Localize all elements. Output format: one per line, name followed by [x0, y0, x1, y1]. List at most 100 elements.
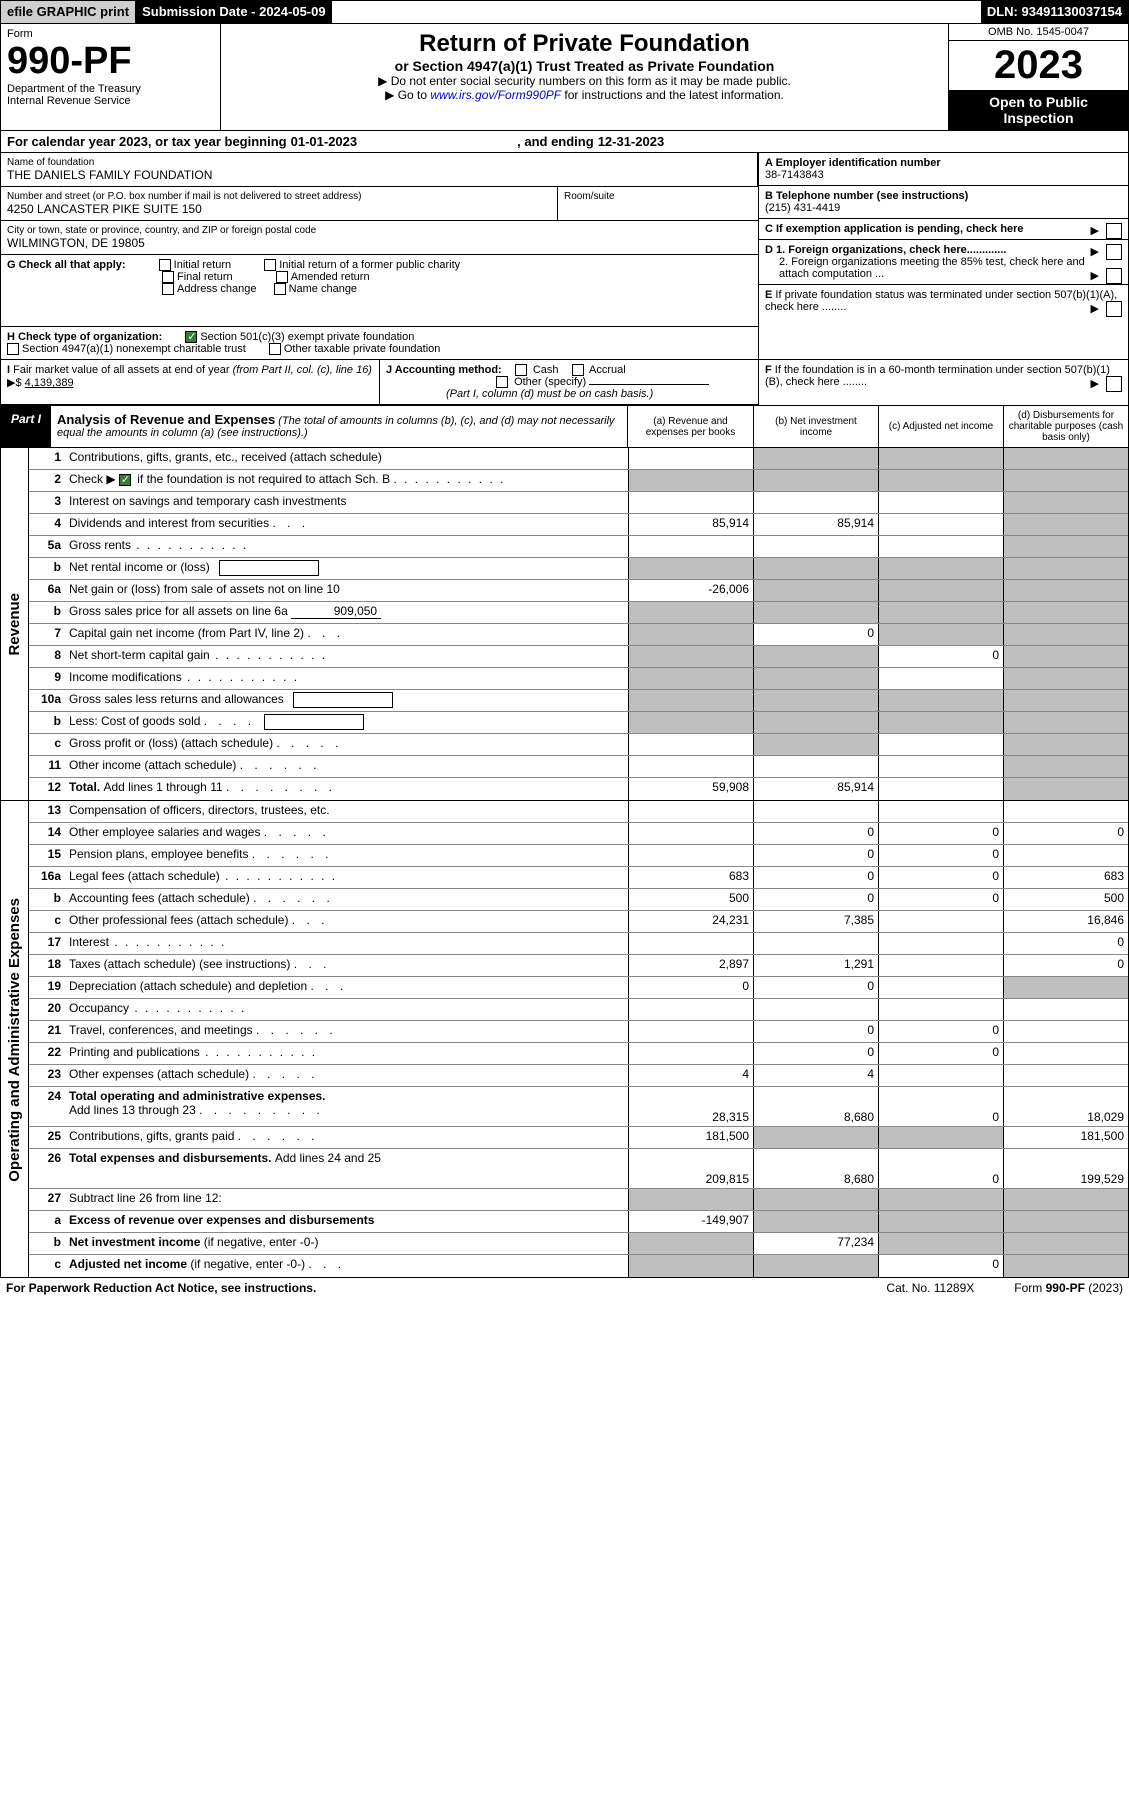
foundation-name: THE DANIELS FAMILY FOUNDATION: [7, 168, 751, 182]
r16c-d: 16,846: [1003, 911, 1128, 932]
link-form990pf[interactable]: www.irs.gov/Form990PF: [430, 88, 561, 102]
desc-7: Capital gain net income (from Part IV, l…: [65, 624, 628, 645]
ln-6b: b: [29, 602, 65, 623]
desc-13: Compensation of officers, directors, tru…: [65, 801, 628, 822]
r16c-a: 24,231: [628, 911, 753, 932]
checkbox-addr-change[interactable]: [162, 283, 174, 295]
checkbox-name-change[interactable]: [274, 283, 286, 295]
c-label: C If exemption application is pending, c…: [765, 223, 1024, 235]
r15-b: 0: [753, 845, 878, 866]
efile-label: efile GRAPHIC print: [1, 1, 136, 23]
j-note: (Part I, column (d) must be on cash basi…: [446, 388, 653, 400]
r21-c: 0: [878, 1021, 1003, 1042]
r23-b: 4: [753, 1065, 878, 1086]
ln-23: 23: [29, 1065, 65, 1086]
checkbox-final[interactable]: [162, 271, 174, 283]
desc-2: Check ▶ if the foundation is not require…: [65, 470, 628, 491]
checkbox-accrual[interactable]: [572, 364, 584, 376]
header-mid: Return of Private Foundation or Section …: [221, 24, 948, 130]
checkbox-cash[interactable]: [515, 364, 527, 376]
desc-1: Contributions, gifts, grants, etc., rece…: [65, 448, 628, 469]
checkbox-d1[interactable]: [1106, 244, 1122, 260]
checkbox-other-method[interactable]: [496, 376, 508, 388]
form-header: Form 990-PF Department of the Treasury I…: [0, 24, 1129, 131]
checkbox-sch-b[interactable]: [119, 474, 131, 486]
r1-c: [878, 448, 1003, 469]
calendar-year-row: For calendar year 2023, or tax year begi…: [0, 131, 1129, 153]
instruction-1: ▶ Do not enter social security numbers o…: [227, 74, 942, 88]
ln-10a: 10a: [29, 690, 65, 711]
desc-27c: Adjusted net income (if negative, enter …: [65, 1255, 628, 1277]
revenue-section: Revenue 1Contributions, gifts, grants, e…: [0, 448, 1129, 801]
desc-5a: Gross rents: [65, 536, 628, 557]
r22-b: 0: [753, 1043, 878, 1064]
r25-d: 181,500: [1003, 1127, 1128, 1148]
r8-c: 0: [878, 646, 1003, 667]
checkbox-501c3[interactable]: [185, 331, 197, 343]
r19-b: 0: [753, 977, 878, 998]
footer-left: For Paperwork Reduction Act Notice, see …: [6, 1281, 316, 1295]
desc-27b: Net investment income (if negative, ente…: [65, 1233, 628, 1254]
checkbox-d2[interactable]: [1106, 268, 1122, 284]
checkbox-e[interactable]: [1106, 301, 1122, 317]
r18-d: 0: [1003, 955, 1128, 976]
room-label: Room/suite: [564, 191, 752, 202]
checkbox-amended[interactable]: [276, 271, 288, 283]
checkbox-initial-former[interactable]: [264, 259, 276, 271]
box-10b[interactable]: [264, 714, 364, 730]
omb-number: OMB No. 1545-0047: [949, 24, 1128, 41]
h-label: H Check type of organization:: [7, 331, 162, 343]
checkbox-f[interactable]: [1106, 376, 1122, 392]
ln-16a: 16a: [29, 867, 65, 888]
desc-8: Net short-term capital gain: [65, 646, 628, 667]
ln-6a: 6a: [29, 580, 65, 601]
desc-6a: Net gain or (loss) from sale of assets n…: [65, 580, 628, 601]
tax-year: 2023: [949, 41, 1128, 90]
r16b-b: 0: [753, 889, 878, 910]
desc-26: Total expenses and disbursements. Add li…: [65, 1149, 628, 1188]
desc-10c: Gross profit or (loss) (attach schedule)…: [65, 734, 628, 755]
r22-c: 0: [878, 1043, 1003, 1064]
form-number: 990-PF: [7, 40, 214, 83]
d-cell: D 1. Foreign organizations, check here..…: [759, 240, 1128, 285]
irs-label: Internal Revenue Service: [7, 95, 214, 107]
desc-19: Depreciation (attach schedule) and deple…: [65, 977, 628, 998]
r19-a: 0: [628, 977, 753, 998]
r26-c: 0: [878, 1149, 1003, 1188]
box-5b[interactable]: [219, 560, 319, 576]
r16a-c: 0: [878, 867, 1003, 888]
ln-8: 8: [29, 646, 65, 667]
department: Department of the Treasury: [7, 83, 214, 95]
r24-d: 18,029: [1003, 1087, 1128, 1126]
submission-date: Submission Date - 2024-05-09: [136, 1, 332, 23]
ln-21: 21: [29, 1021, 65, 1042]
revenue-side-label: Revenue: [1, 448, 29, 800]
box-10a[interactable]: [293, 692, 393, 708]
ln-26: 26: [29, 1149, 65, 1188]
open-inspection: Open to Public Inspection: [949, 90, 1128, 130]
ln-14: 14: [29, 823, 65, 844]
ln-22: 22: [29, 1043, 65, 1064]
info-left: Name of foundation THE DANIELS FAMILY FO…: [1, 153, 758, 359]
h-check-row: H Check type of organization: Section 50…: [1, 327, 758, 359]
c-cell: C If exemption application is pending, c…: [759, 219, 1128, 240]
part1-text: Analysis of Revenue and Expenses (The to…: [51, 406, 627, 447]
footer: For Paperwork Reduction Act Notice, see …: [0, 1278, 1129, 1298]
f-label: If the foundation is in a 60-month termi…: [765, 364, 1110, 388]
ln-19: 19: [29, 977, 65, 998]
year-begin: 01-01-2023: [291, 134, 358, 149]
dln: DLN: 93491130037154: [981, 1, 1128, 23]
checkbox-other-tax[interactable]: [269, 343, 281, 355]
r14-c: 0: [878, 823, 1003, 844]
checkbox-4947[interactable]: [7, 343, 19, 355]
header-right: OMB No. 1545-0047 2023 Open to Public In…: [948, 24, 1128, 130]
i-value: 4,139,389: [25, 377, 74, 389]
ein-cell: A Employer identification number 38-7143…: [759, 153, 1128, 186]
checkbox-initial[interactable]: [159, 259, 171, 271]
checkbox-c[interactable]: [1106, 223, 1122, 239]
g-name: Name change: [289, 283, 358, 295]
r26-d: 199,529: [1003, 1149, 1128, 1188]
desc-12: Total. Add lines 1 through 11 . . . . . …: [65, 778, 628, 800]
f-cell: F If the foundation is in a 60-month ter…: [758, 360, 1128, 405]
desc-6b: Gross sales price for all assets on line…: [65, 602, 628, 623]
